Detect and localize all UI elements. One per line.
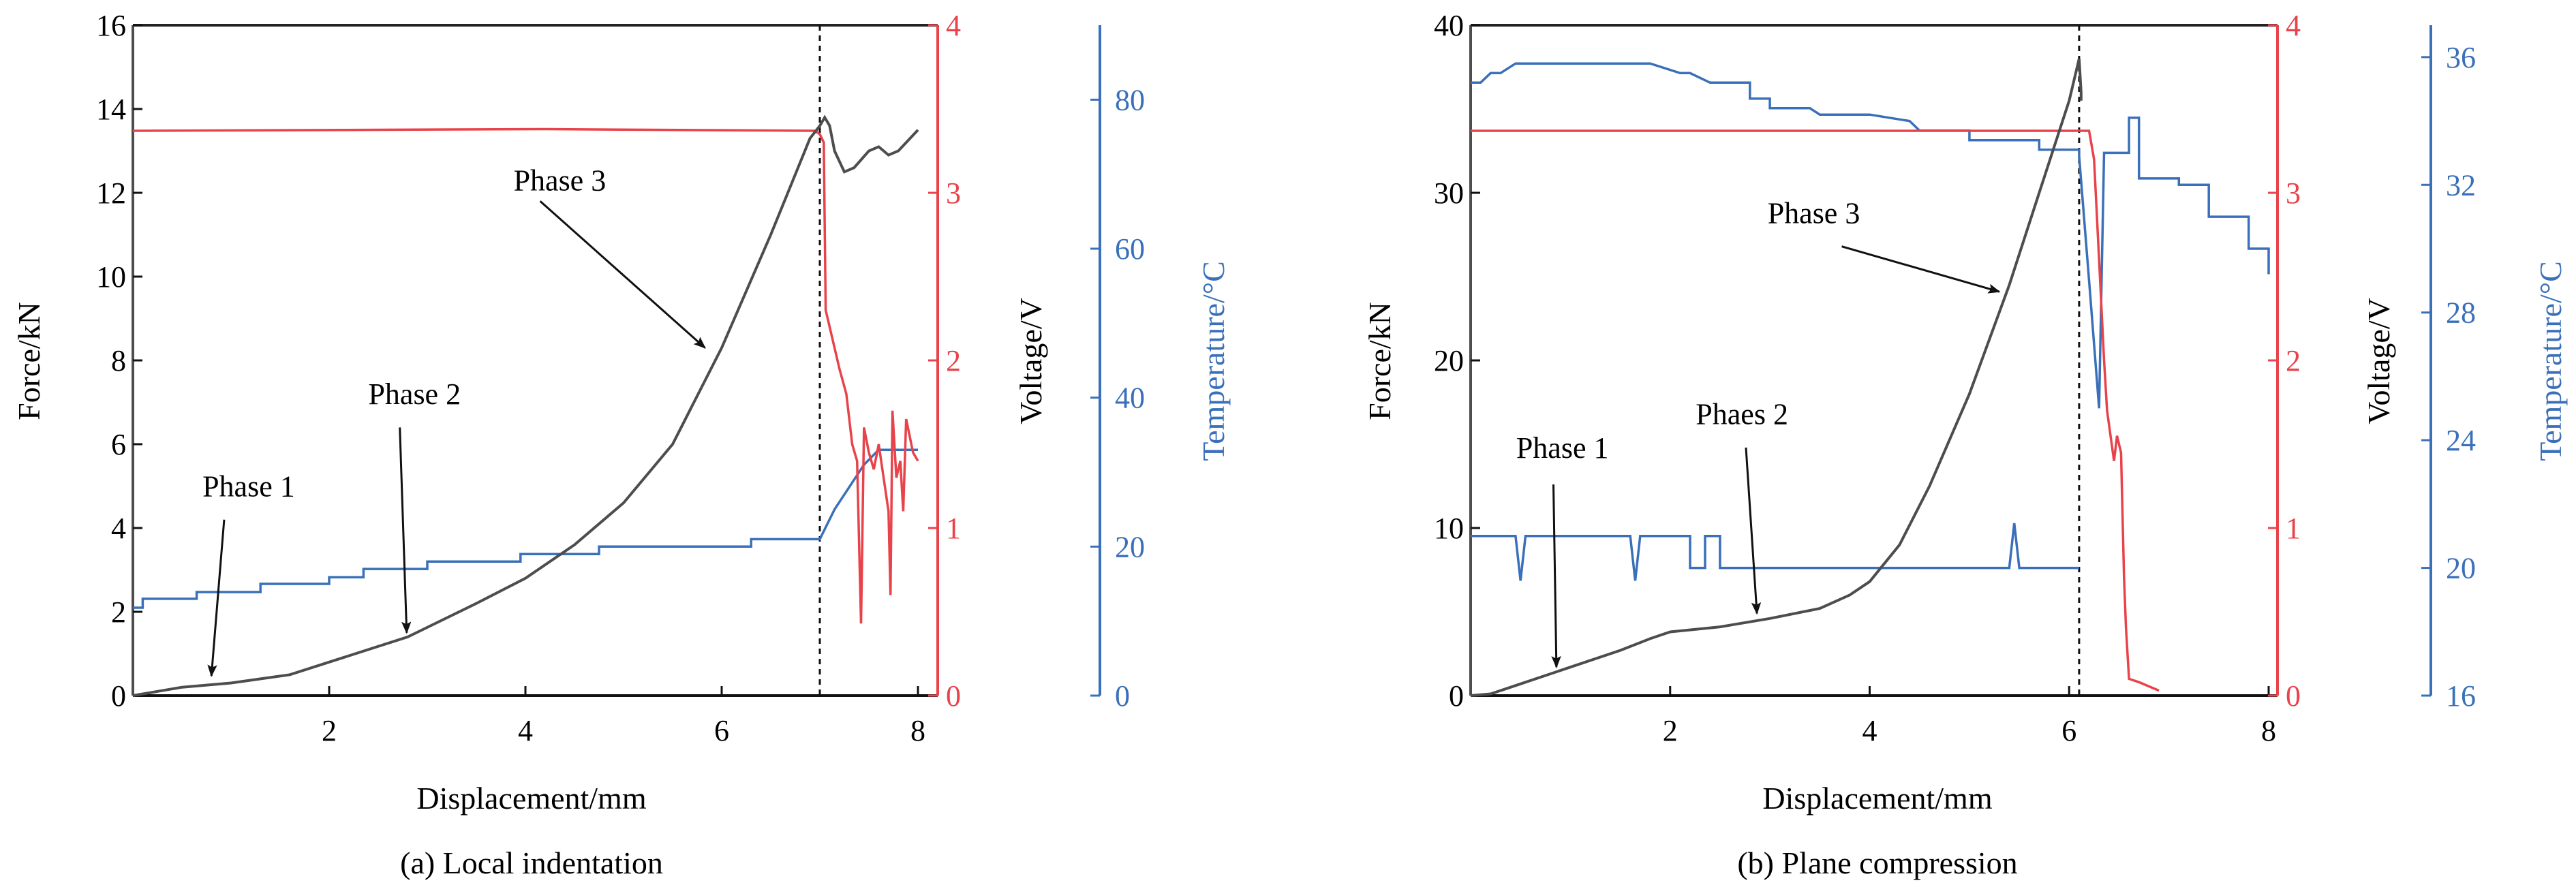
- force-tick-label: 0: [1449, 679, 1464, 713]
- phase-label: Phase 2: [368, 377, 461, 411]
- temperature-tick-label: 24: [2446, 424, 2476, 457]
- phase-label: Phase 1: [1516, 431, 1609, 465]
- x-tick-label: 4: [1862, 714, 1877, 747]
- phase-label: Phase 1: [202, 470, 295, 503]
- voltage-tick-label: 0: [2286, 679, 2301, 713]
- voltage-tick-label: 3: [2286, 176, 2301, 210]
- phase-arrow: [1551, 484, 1561, 668]
- force-tick-label: 2: [111, 595, 126, 629]
- voltage-tick-label: 1: [2286, 512, 2301, 545]
- temperature-tick-label: 36: [2446, 41, 2476, 74]
- temperature-tick-label: 20: [2446, 552, 2476, 585]
- panel-a: Displacement/mm (a) Local indentation Fo…: [12, 9, 1231, 880]
- temperature-tick-label: 32: [2446, 168, 2476, 202]
- force-tick-label: 16: [96, 9, 126, 42]
- x-axis-title: Displacement/mm: [1762, 781, 1992, 816]
- phase-label: Phase 3: [514, 164, 607, 198]
- temperature-tick-label: 40: [1115, 382, 1145, 415]
- y-axis-title-voltage: Voltage/V: [1013, 298, 1048, 424]
- y-axis-title-force: Force/kN: [1362, 302, 1397, 420]
- temperature-tick-label: 20: [1115, 530, 1145, 563]
- x-tick-label: 8: [910, 714, 925, 747]
- x-tick-label: 4: [518, 714, 533, 747]
- phase-arrow: [1745, 447, 1762, 615]
- phase-label: Phase 3: [1768, 197, 1860, 230]
- y-axis-title-temperature: Temperature/°C: [2533, 261, 2568, 461]
- force-tick-label: 40: [1434, 9, 1464, 42]
- voltage-tick-label: 4: [946, 9, 961, 42]
- caption: (a) Local indentation: [400, 845, 663, 880]
- temperature-series: [1471, 62, 2270, 409]
- phase-arrow: [399, 427, 412, 634]
- temperature-tick-label: 80: [1115, 83, 1145, 117]
- temperature-series: [133, 448, 918, 609]
- temperature-tick-label: 16: [2446, 679, 2476, 713]
- phase-arrow: [539, 200, 706, 349]
- x-tick-label: 8: [2261, 714, 2276, 747]
- temperature-tick-label: 0: [1115, 679, 1130, 713]
- force-tick-label: 4: [111, 512, 126, 545]
- force-tick-label: 30: [1434, 176, 1464, 210]
- force-tick-label: 10: [96, 260, 126, 294]
- force-series: [1470, 58, 2083, 697]
- voltage-tick-label: 0: [946, 679, 961, 713]
- x-axis-title: Displacement/mm: [416, 781, 646, 816]
- voltage-series: [132, 127, 919, 624]
- x-tick-label: 6: [714, 714, 729, 747]
- force-series: [132, 114, 919, 697]
- y-axis-title-force: Force/kN: [12, 302, 46, 420]
- phase-arrow: [1841, 245, 2001, 294]
- temperature-tick-label: 28: [2446, 296, 2476, 330]
- force-tick-label: 10: [1434, 512, 1464, 545]
- y-axis-title-voltage: Voltage/V: [2361, 298, 2396, 424]
- force-tick-label: 12: [96, 176, 126, 210]
- voltage-tick-label: 1: [946, 512, 961, 545]
- caption: (b) Plane compression: [1737, 845, 2017, 880]
- voltage-tick-label: 2: [946, 344, 961, 377]
- y-axis-title-temperature: Temperature/°C: [1196, 261, 1231, 461]
- force-tick-label: 20: [1434, 344, 1464, 377]
- temperature-series-segment: [1471, 523, 2079, 581]
- phase-label: Phaes 2: [1696, 398, 1788, 431]
- voltage-tick-label: 4: [2286, 9, 2301, 42]
- phase-arrow: [207, 519, 226, 677]
- force-tick-label: 6: [111, 428, 126, 461]
- force-tick-label: 0: [111, 679, 126, 713]
- voltage-tick-label: 2: [2286, 344, 2301, 377]
- voltage-tick-label: 3: [946, 176, 961, 210]
- x-tick-label: 2: [322, 714, 337, 747]
- panel-b: Displacement/mm (b) Plane compression Fo…: [1362, 9, 2568, 880]
- voltage-series: [1471, 129, 2160, 692]
- force-tick-label: 8: [111, 344, 126, 377]
- x-tick-label: 2: [1663, 714, 1678, 747]
- x-tick-label: 6: [2061, 714, 2076, 747]
- temperature-tick-label: 60: [1115, 232, 1145, 266]
- force-tick-label: 14: [96, 93, 126, 126]
